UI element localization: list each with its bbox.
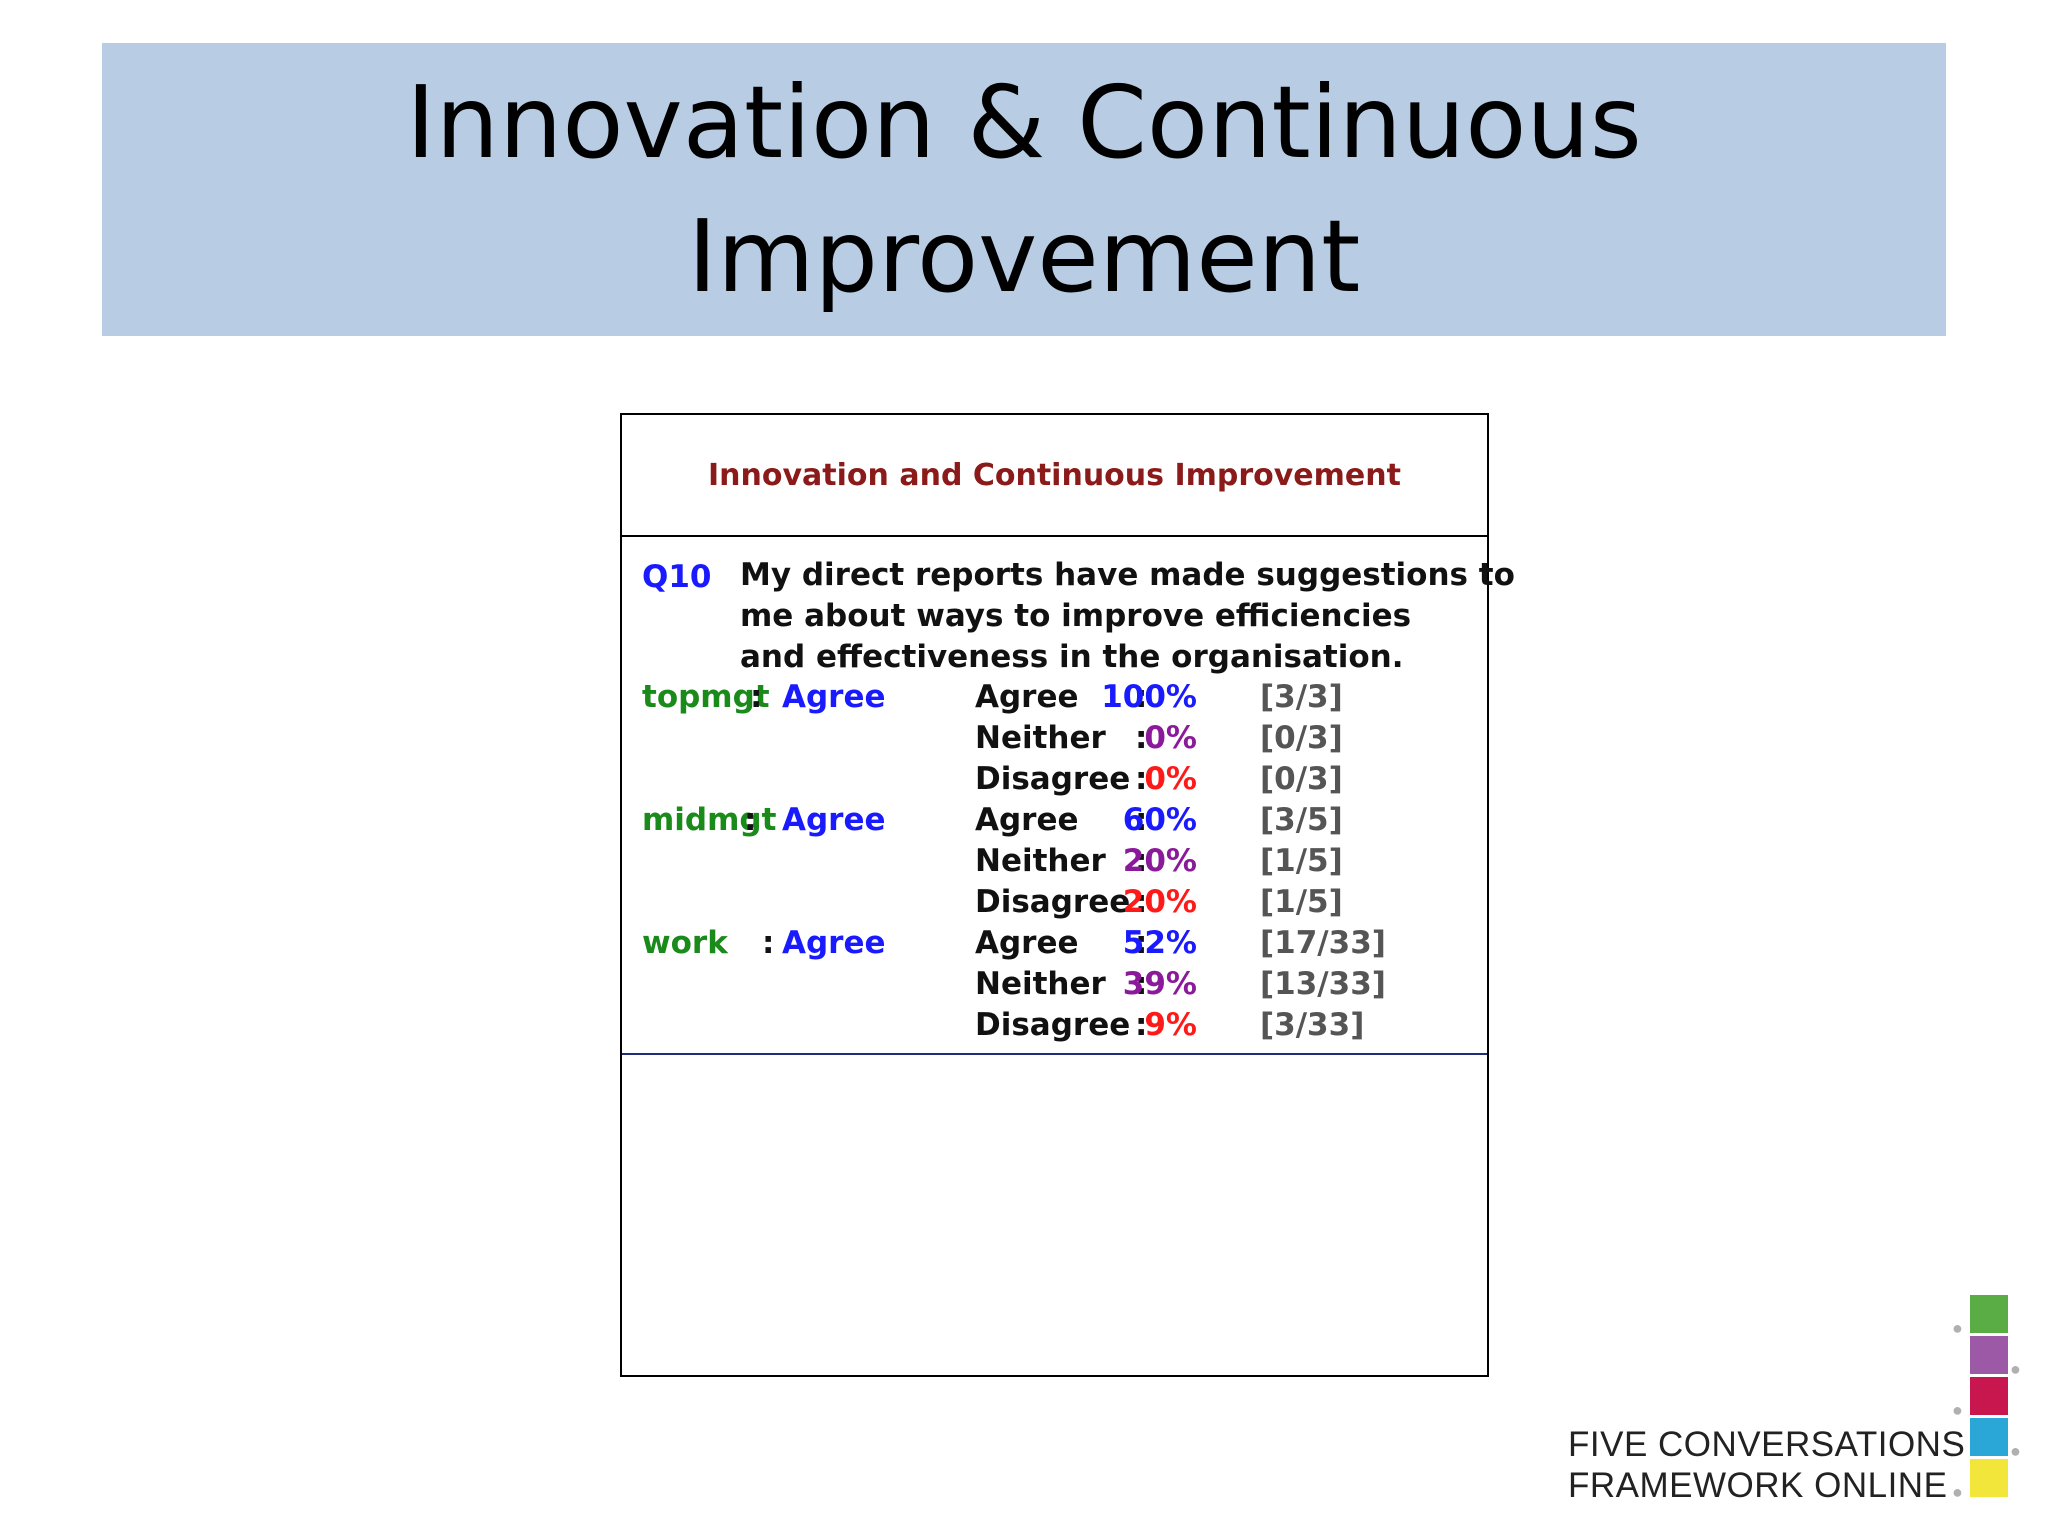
slide-title-band: Innovation & Continuous Improvement (102, 43, 1946, 336)
group-overall: Agree (782, 802, 886, 838)
panel-footer-area (622, 1055, 1487, 1373)
group-overall: Agree (782, 679, 886, 715)
logo-person-icon: ● (1952, 1400, 1963, 1420)
response-colon: : (1135, 761, 1148, 797)
response-percent: 0% (1144, 761, 1197, 797)
response-label: Disagree (975, 761, 1131, 797)
group-separator: : (750, 679, 763, 715)
question-text-line-3: and effectiveness in the organisation. (740, 639, 1404, 675)
response-label: Disagree (975, 884, 1131, 920)
question-text-line-1: My direct reports have made suggestions … (740, 557, 1515, 593)
panel-body: Q10 My direct reports have made suggesti… (622, 537, 1515, 1055)
logo-person-icon: ● (1952, 1482, 1963, 1502)
response-label: Agree (975, 802, 1079, 838)
group-separator: : (762, 925, 775, 961)
response-colon: : (1135, 925, 1148, 961)
response-count: [3/3] (1260, 679, 1343, 715)
response-label: Agree (975, 679, 1079, 715)
response-count: [17/33] (1260, 925, 1386, 961)
question-text-line-2: me about ways to improve efficiencies (740, 598, 1412, 634)
response-percent: 9% (1144, 1007, 1197, 1043)
survey-panel: Innovation and Continuous Improvement Q1… (620, 413, 1515, 1377)
group-separator: : (744, 802, 757, 838)
response-percent: 0% (1144, 720, 1197, 756)
response-colon: : (1135, 884, 1148, 920)
response-colon: : (1135, 966, 1148, 1002)
response-count: [1/5] (1260, 843, 1343, 879)
response-label: Neither (975, 720, 1106, 756)
response-colon: : (1135, 802, 1148, 838)
logo-text-line-1: FIVE CONVERSATIONS (1568, 1425, 1966, 1464)
response-label: Disagree (975, 1007, 1131, 1043)
question-id: Q10 (642, 559, 712, 595)
response-count: [3/5] (1260, 802, 1343, 838)
response-percent: 20% (1122, 884, 1197, 920)
group-name: topmgt (642, 679, 770, 715)
response-count: [3/33] (1260, 1007, 1365, 1043)
logo-square (1970, 1459, 2008, 1497)
response-label: Neither (975, 966, 1106, 1002)
response-count: [0/3] (1260, 720, 1343, 756)
response-count: [1/5] (1260, 884, 1343, 920)
five-conversations-logo: FIVE CONVERSATIONS FRAMEWORK ONLINE ● ● ● ●… (1490, 1290, 2030, 1530)
slide-title-line-2: Improvement (687, 197, 1361, 315)
logo-person-icon: ● (2010, 1359, 2021, 1379)
logo-square (1970, 1377, 2008, 1415)
response-label: Neither (975, 843, 1106, 879)
response-colon: : (1135, 843, 1148, 879)
panel-title: Innovation and Continuous Improvement (708, 457, 1401, 493)
group-name: work (642, 925, 728, 961)
logo-square (1970, 1418, 2008, 1456)
response-percent: 60% (1122, 802, 1197, 838)
response-count: [13/33] (1260, 966, 1386, 1002)
group-overall: Agree (782, 925, 886, 961)
logo-text-line-2: FRAMEWORK ONLINE (1568, 1466, 1948, 1505)
response-percent: 52% (1122, 925, 1197, 961)
slide-title-line-1: Innovation & Continuous (406, 63, 1642, 181)
logo-person-icon: ● (1952, 1318, 1963, 1338)
response-label: Agree (975, 925, 1079, 961)
response-percent: 39% (1122, 966, 1197, 1002)
response-count: [0/3] (1260, 761, 1343, 797)
group-name: midmgt (642, 802, 777, 838)
logo-square (1970, 1295, 2008, 1333)
logo-square (1970, 1336, 2008, 1374)
panel-header: Innovation and Continuous Improvement (622, 415, 1487, 537)
logo-person-icon: ● (2010, 1441, 2021, 1461)
response-colon: : (1135, 1007, 1148, 1043)
response-percent: 20% (1122, 843, 1197, 879)
response-colon: : (1135, 679, 1148, 715)
response-colon: : (1135, 720, 1148, 756)
response-percent: 100% (1101, 679, 1197, 715)
